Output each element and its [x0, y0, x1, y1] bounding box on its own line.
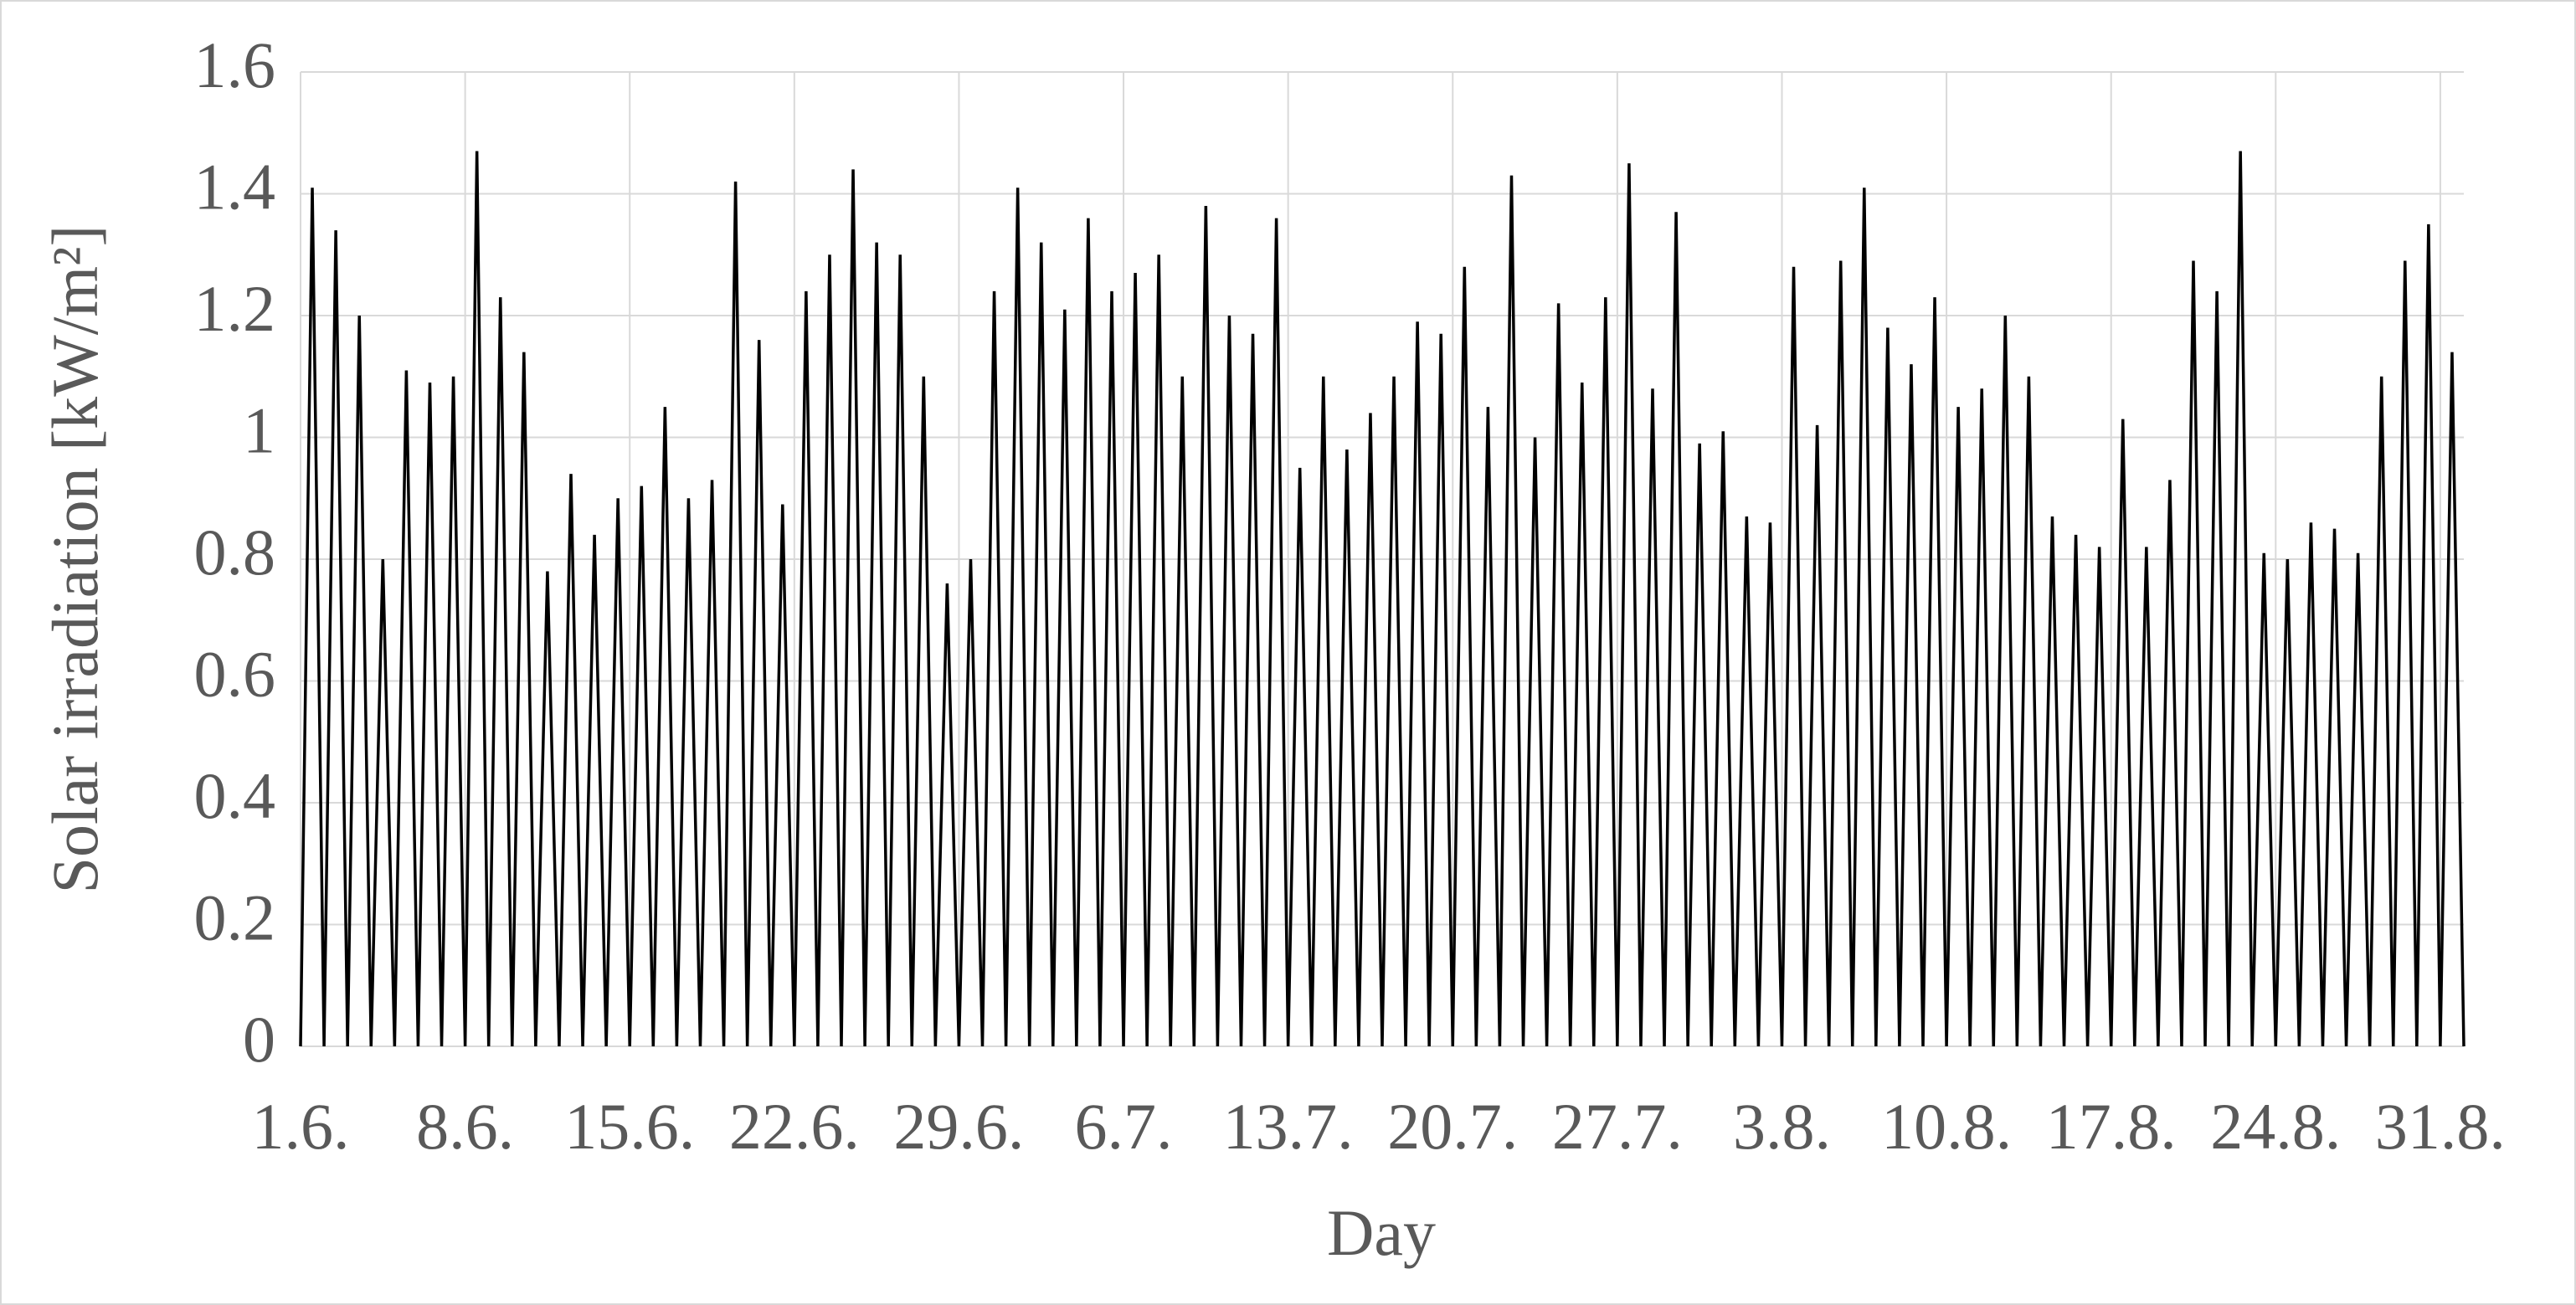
x-tick-label: 6.7. — [1075, 1090, 1173, 1163]
x-tick-label: 24.8. — [2210, 1090, 2341, 1163]
x-tick-label: 29.6. — [893, 1090, 1024, 1163]
x-tick-label: 10.8. — [1881, 1090, 2012, 1163]
y-tick-label: 0.8 — [194, 516, 276, 588]
y-tick-label: 0.6 — [194, 637, 276, 710]
line-series — [299, 151, 2465, 1047]
x-tick-label: 31.8. — [2375, 1090, 2506, 1163]
y-tick-label: 1.2 — [194, 272, 276, 345]
x-tick-label: 15.6. — [564, 1090, 695, 1163]
x-tick-label: 17.8. — [2046, 1090, 2177, 1163]
x-axis-label: Day — [1327, 1196, 1436, 1269]
y-tick-label: 0.2 — [194, 881, 276, 953]
x-tick-label: 13.7. — [1223, 1090, 1354, 1163]
y-tick-label: 1.4 — [194, 150, 276, 223]
y-axis-label: Solar irradiation [kW/m²] — [39, 225, 111, 894]
y-tick-label: 1 — [243, 393, 275, 466]
x-tick-label: 22.6. — [729, 1090, 860, 1163]
x-tick-label: 8.6. — [416, 1090, 514, 1163]
x-tick-label: 1.6. — [252, 1090, 350, 1163]
y-tick-label: 1.6 — [194, 28, 276, 101]
x-tick-label: 20.7. — [1387, 1090, 1518, 1163]
y-tick-label: 0 — [243, 1003, 275, 1076]
x-tick-label: 3.8. — [1733, 1090, 1831, 1163]
x-tick-label: 27.7. — [1552, 1090, 1683, 1163]
y-tick-label: 0.4 — [194, 759, 276, 832]
